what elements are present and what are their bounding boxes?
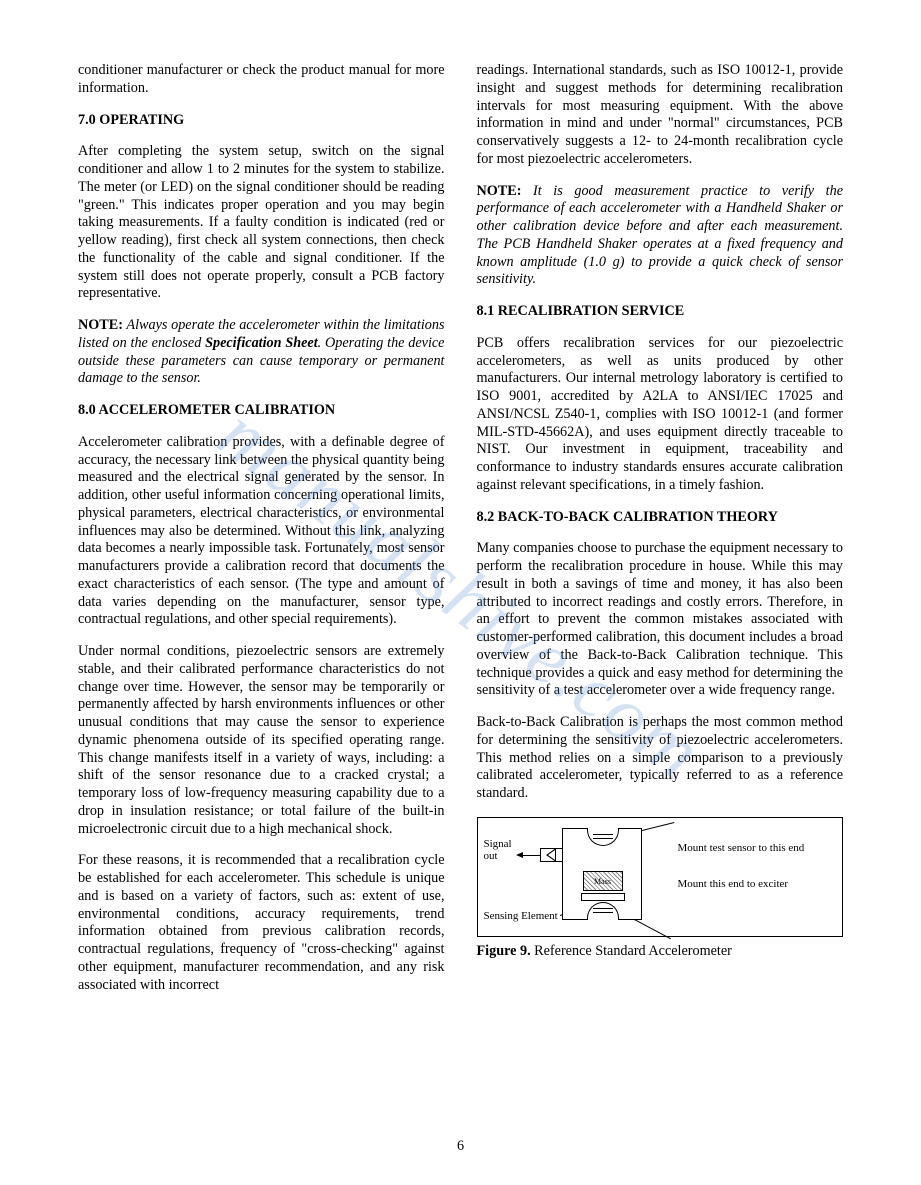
fig-label-sensing-element: Sensing Element: [484, 910, 558, 922]
note-2: NOTE: It is good measurement practice to…: [477, 183, 844, 290]
para-8a: Accelerometer calibration provides, with…: [78, 434, 445, 629]
fig-screw-top-icon: [593, 832, 613, 842]
fig-sense-el-icon: [581, 893, 625, 901]
fig-screw-bot-icon: [593, 906, 613, 916]
para-col2-top: readings. International standards, such …: [477, 62, 844, 169]
heading-8: 8.0 ACCELEROMETER CALIBRATION: [78, 402, 445, 420]
para-8c: For these reasons, it is recommended tha…: [78, 852, 445, 994]
para-8-2a: Many companies choose to purchase the eq…: [477, 540, 844, 700]
figure-9: Signal out Mount test sensor to this end…: [477, 817, 844, 937]
figure-9-caption: Figure 9. Reference Standard Acceleromet…: [477, 943, 844, 961]
fig-label-signal-out: Signal out: [484, 838, 524, 862]
heading-8-1: 8.1 RECALIBRATION SERVICE: [477, 303, 844, 321]
fig-label-mount-top: Mount test sensor to this end: [678, 842, 828, 854]
para-8b: Under normal conditions, piezoelectric s…: [78, 643, 445, 838]
fig-sensor-body-icon: Mass: [562, 828, 642, 920]
note-1: NOTE: Always operate the accelerometer w…: [78, 317, 445, 388]
fig-connector-tri-inner-icon: [548, 850, 555, 860]
note-1-lead: NOTE:: [78, 317, 123, 333]
heading-7: 7.0 OPERATING: [78, 112, 445, 130]
note-2-body: It is good measurement practice to verif…: [477, 183, 844, 288]
arrow-signal-icon: [522, 855, 540, 856]
figure-9-caption-lead: Figure 9.: [477, 943, 531, 959]
figure-9-caption-body: Reference Standard Accelerometer: [531, 943, 732, 959]
fig-mass-icon: Mass: [583, 871, 623, 891]
para-8-1: PCB offers recalibration services for ou…: [477, 335, 844, 495]
note-2-lead: NOTE:: [477, 183, 522, 199]
figure-9-block: Signal out Mount test sensor to this end…: [477, 817, 844, 961]
note-1-spec: Specification Sheet: [205, 335, 318, 351]
para-8-2b: Back-to-Back Calibration is perhaps the …: [477, 714, 844, 803]
para-7: After completing the system setup, switc…: [78, 143, 445, 303]
heading-8-2: 8.2 BACK-TO-BACK CALIBRATION THEORY: [477, 509, 844, 527]
page-number: 6: [0, 1138, 921, 1155]
fig-label-mount-bot: Mount this end to exciter: [678, 878, 828, 890]
para-intro: conditioner manufacturer or check the pr…: [78, 62, 445, 98]
page-body: conditioner manufacturer or check the pr…: [0, 0, 921, 1075]
